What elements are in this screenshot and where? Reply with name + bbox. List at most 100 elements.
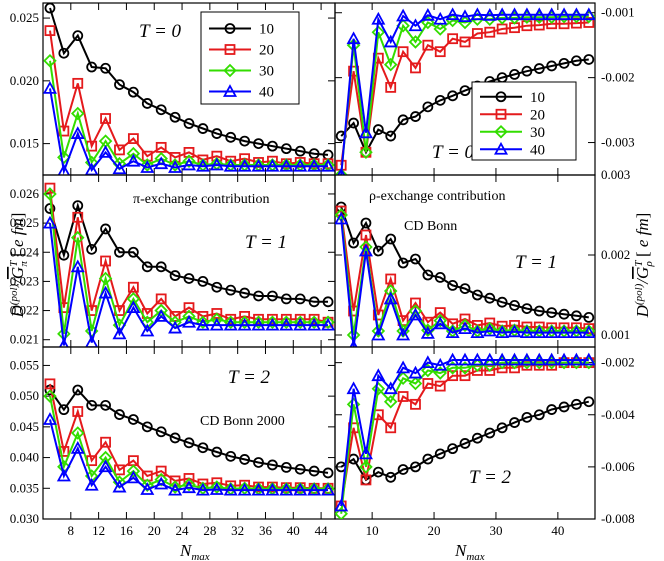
data-point-20 bbox=[410, 62, 421, 74]
data-point-40 bbox=[112, 326, 127, 340]
data-point-40 bbox=[265, 482, 280, 496]
data-point-40 bbox=[154, 309, 169, 322]
data-point-30 bbox=[307, 315, 321, 329]
series-group bbox=[335, 352, 595, 519]
panel-title: T = 0 bbox=[432, 142, 475, 163]
y-tick-label: 0.022 bbox=[10, 303, 39, 318]
data-point-40 bbox=[519, 352, 534, 366]
data-point-30 bbox=[371, 25, 386, 39]
series-group bbox=[43, 3, 335, 175]
data-point-40 bbox=[223, 158, 238, 172]
data-point-10 bbox=[100, 62, 111, 74]
y-tick-label: 0.015 bbox=[10, 136, 39, 151]
data-point-40 bbox=[85, 335, 99, 347]
data-point-30 bbox=[433, 366, 448, 380]
series-line-40 bbox=[340, 13, 589, 175]
y-tick-label: 0.025 bbox=[10, 10, 39, 25]
panel-title: T = 2 bbox=[469, 467, 512, 488]
data-point-40 bbox=[581, 7, 595, 21]
data-point-40 bbox=[507, 7, 522, 21]
data-point-40 bbox=[581, 352, 595, 366]
data-point-30 bbox=[43, 389, 57, 403]
data-point-10 bbox=[422, 453, 434, 465]
data-point-40 bbox=[168, 320, 183, 334]
data-point-10 bbox=[308, 296, 320, 308]
data-point-20 bbox=[127, 133, 139, 144]
data-point-10 bbox=[558, 57, 570, 69]
legend-marker-10 bbox=[495, 91, 507, 103]
data-point-40 bbox=[293, 317, 308, 331]
data-point-40 bbox=[98, 145, 113, 158]
data-point-40 bbox=[223, 482, 238, 496]
data-point-40 bbox=[140, 482, 155, 495]
series-group bbox=[335, 7, 595, 175]
data-point-40 bbox=[43, 412, 57, 425]
y-tick-label: -0.002 bbox=[601, 355, 635, 370]
data-point-20 bbox=[422, 39, 434, 51]
data-point-20 bbox=[155, 465, 167, 477]
data-point-40 bbox=[457, 9, 473, 23]
data-point-30 bbox=[470, 358, 485, 373]
data-point-10 bbox=[280, 143, 292, 155]
data-point-10 bbox=[484, 292, 496, 304]
data-point-10 bbox=[385, 471, 397, 483]
data-point-20 bbox=[239, 153, 251, 165]
legend-label-30: 30 bbox=[259, 64, 274, 80]
data-point-10 bbox=[558, 401, 570, 413]
data-point-30 bbox=[43, 53, 57, 68]
legend-marker-40 bbox=[222, 84, 238, 97]
data-point-30 bbox=[396, 371, 410, 386]
data-point-40 bbox=[544, 352, 559, 366]
x-tick-label: 10 bbox=[366, 523, 379, 538]
data-point-10 bbox=[410, 253, 421, 265]
data-point-40 bbox=[420, 355, 435, 369]
data-point-10 bbox=[225, 284, 237, 296]
data-point-30 bbox=[57, 150, 71, 165]
series-group bbox=[335, 201, 595, 347]
data-point-10 bbox=[385, 233, 397, 245]
data-point-20 bbox=[100, 436, 111, 448]
data-point-40 bbox=[445, 325, 460, 339]
data-point-40 bbox=[321, 158, 335, 172]
y-tick-label: 0.050 bbox=[10, 388, 39, 403]
data-point-40 bbox=[279, 158, 294, 172]
data-point-10 bbox=[571, 398, 582, 410]
x-axis-label-right: Nmax bbox=[454, 541, 485, 561]
data-point-40 bbox=[279, 317, 294, 331]
data-point-40 bbox=[532, 352, 547, 366]
data-point-40 bbox=[140, 160, 155, 173]
series-group bbox=[43, 182, 335, 347]
data-point-30 bbox=[210, 480, 224, 494]
data-point-10 bbox=[521, 411, 533, 423]
data-point-10 bbox=[183, 118, 195, 129]
data-point-30 bbox=[359, 460, 373, 474]
data-point-10 bbox=[141, 421, 153, 433]
data-point-20 bbox=[583, 323, 595, 335]
data-point-40 bbox=[482, 7, 497, 21]
legend-label-40: 40 bbox=[530, 142, 545, 158]
data-point-40 bbox=[532, 325, 547, 339]
data-point-10 bbox=[267, 459, 278, 471]
data-point-10 bbox=[169, 432, 181, 444]
data-point-10 bbox=[267, 290, 278, 302]
data-point-10 bbox=[533, 63, 545, 74]
data-point-40 bbox=[59, 338, 69, 347]
y-tick-label: 0.001 bbox=[601, 327, 630, 342]
legend-label-20: 20 bbox=[259, 43, 274, 59]
data-point-40 bbox=[482, 352, 497, 366]
data-point-10 bbox=[447, 279, 459, 291]
data-point-40 bbox=[507, 324, 522, 338]
y-axis-label-right: D(pol)/GTρ [ e fm] bbox=[633, 213, 655, 319]
data-point-10 bbox=[86, 399, 98, 411]
x-tick-label: 24 bbox=[176, 523, 190, 538]
data-point-40 bbox=[383, 34, 398, 48]
data-point-10 bbox=[447, 90, 459, 102]
data-point-30 bbox=[371, 324, 386, 338]
data-point-30 bbox=[70, 106, 85, 121]
data-point-10 bbox=[422, 269, 434, 281]
data-point-40 bbox=[237, 482, 252, 496]
data-point-10 bbox=[496, 296, 508, 308]
data-point-40 bbox=[557, 325, 572, 339]
